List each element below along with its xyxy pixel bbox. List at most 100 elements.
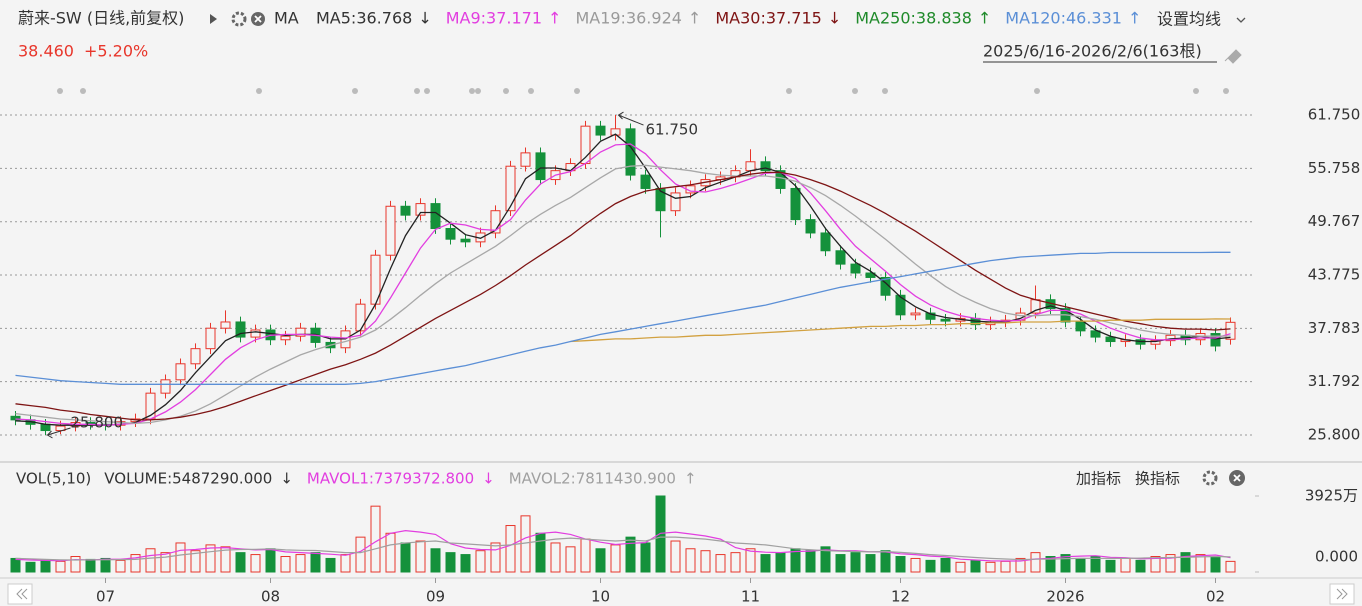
candle-body: [220, 321, 231, 329]
x-tick-label: 2026: [1046, 588, 1084, 606]
legend-entry: ↑: [1128, 9, 1141, 28]
volume-bar: [1225, 560, 1236, 573]
settings-icon[interactable]: [231, 11, 247, 27]
volume-bar: [505, 525, 516, 573]
candle-body: [895, 294, 906, 316]
scroll-right-icon: [1336, 588, 1348, 600]
ma-line: [15, 251, 1231, 385]
volume-bar: [1165, 554, 1176, 573]
volume-bar: [880, 550, 891, 573]
candle-body: [190, 348, 201, 365]
volume-bar: [685, 548, 696, 573]
volume-bar: [955, 561, 966, 573]
volume-bar: [775, 552, 786, 573]
y-tick-label: 43.775: [1308, 266, 1361, 284]
last-price: 38.460: [18, 42, 74, 61]
switch-indicator[interactable]: 换指标: [1135, 470, 1180, 488]
x-tick-label: 11: [741, 588, 760, 606]
legend-entry: MAVOL2:7811430.900: [509, 470, 676, 488]
y-tick-label: 25.800: [1308, 425, 1361, 443]
volume-bar: [445, 552, 456, 573]
event-marker: [852, 88, 858, 94]
candle-body: [40, 423, 51, 432]
volume-bar: [865, 554, 876, 573]
candle-body: [10, 415, 21, 421]
volume-bar: [1150, 556, 1161, 573]
dropdown-icon: [1236, 17, 1246, 23]
x-tick-label: 12: [891, 588, 910, 606]
candle-body: [415, 203, 426, 216]
volume-bar: [1195, 554, 1206, 573]
candle-body: [745, 161, 756, 172]
volume-bar: [1030, 552, 1041, 573]
event-marker: [528, 88, 534, 94]
volume-bar: [85, 558, 96, 573]
legend-entry: ↓: [280, 470, 293, 488]
date-range[interactable]: 2025/6/16-2026/2/6(163根): [983, 42, 1202, 61]
volume-bar: [625, 536, 636, 573]
candle-body: [805, 219, 816, 234]
candle-body: [1090, 330, 1101, 338]
expand-icon[interactable]: [210, 14, 217, 24]
volume-bar: [1015, 557, 1026, 573]
legend-entry: MA5:36.768: [316, 9, 412, 28]
ma-settings[interactable]: 设置均线: [1157, 10, 1221, 29]
candle-body: [280, 335, 291, 341]
candle-body: [820, 232, 831, 252]
volume-bar: [325, 557, 336, 573]
indicator-settings[interactable]: [1202, 470, 1218, 486]
volume-bar: [1060, 554, 1071, 573]
candle-body: [1105, 336, 1116, 343]
volume-bar: [250, 554, 261, 573]
add-indicator[interactable]: 加指标: [1076, 470, 1121, 488]
candle-body: [760, 161, 771, 172]
legend-entry: MAVOL1:7379372.800: [307, 470, 474, 488]
volume-bar: [235, 552, 246, 573]
candle-body: [400, 205, 411, 216]
event-marker: [256, 88, 262, 94]
annotation-label: 61.750: [646, 121, 699, 139]
volume-bar: [610, 544, 621, 573]
volume-bar: [415, 540, 426, 573]
legend-entry: MA30:37.715: [715, 9, 821, 28]
stock-title: 蔚来-SW (日线,前复权): [18, 9, 184, 28]
volume-bar: [1105, 559, 1116, 573]
volume-bar: [970, 559, 981, 573]
candle-body: [490, 210, 501, 234]
pin-icon[interactable]: [1224, 49, 1242, 64]
legend-entry: ↓: [828, 9, 841, 28]
annotation-arrow: [617, 111, 644, 126]
legend-entry: MA19:36.924: [575, 9, 681, 28]
y-tick-label: 61.750: [1308, 106, 1361, 124]
x-tick-label: 09: [426, 588, 445, 606]
candle-body: [205, 327, 216, 350]
volume-bar: [565, 546, 576, 573]
candle-body: [835, 250, 846, 265]
legend-entry: ↓: [482, 470, 495, 488]
ma-button[interactable]: MA: [274, 9, 299, 28]
volume-bar: [1075, 557, 1086, 573]
volume-bar: [730, 552, 741, 573]
scroll-left[interactable]: [7, 583, 33, 605]
legend-entry: ↑: [978, 9, 991, 28]
y-tick-label: 0.000: [1315, 548, 1358, 566]
y-tick-label: 31.792: [1308, 372, 1361, 390]
legend-entry: MA9:37.171: [446, 9, 542, 28]
volume-bar: [295, 554, 306, 573]
volume-bar: [1135, 559, 1146, 573]
volume-bar: [400, 542, 411, 573]
volume-bar: [550, 542, 561, 573]
event-marker: [475, 88, 481, 94]
candle-body: [1075, 321, 1086, 332]
y-tick-label: 49.767: [1308, 212, 1361, 230]
candle-body: [460, 238, 471, 243]
volume-bar: [1000, 560, 1011, 573]
volume-bar: [430, 548, 441, 573]
volume-bar: [265, 548, 276, 573]
volume-bar: [25, 561, 36, 573]
legend-entry: ↑: [684, 470, 697, 488]
event-marker: [786, 88, 792, 94]
volume-bar: [280, 556, 291, 573]
